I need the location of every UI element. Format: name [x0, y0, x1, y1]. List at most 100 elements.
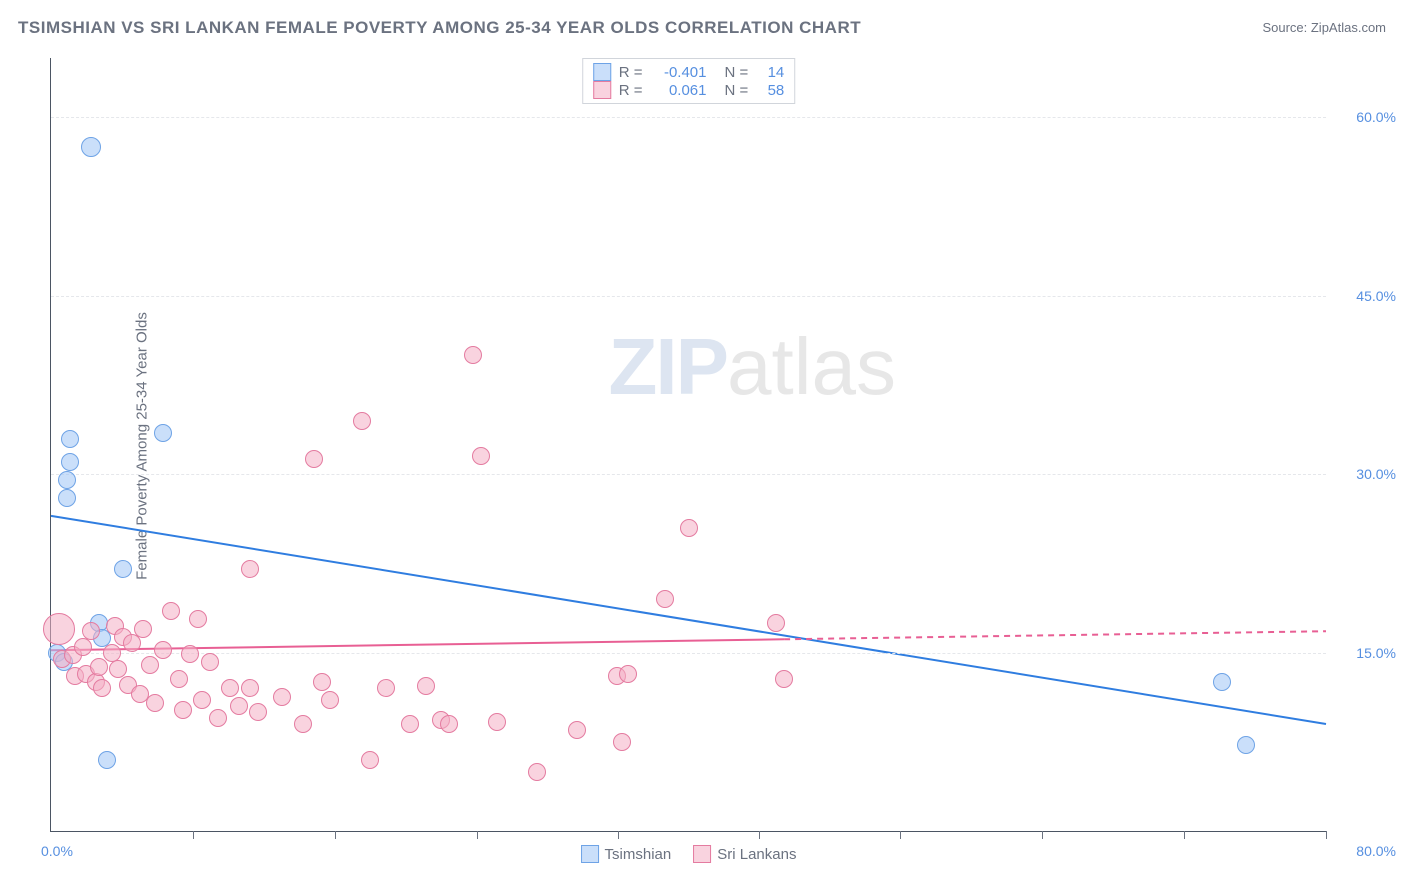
- data-point: [61, 430, 79, 448]
- legend-n-label: N =: [725, 82, 749, 99]
- data-point: [401, 715, 419, 733]
- y-tick-label: 15.0%: [1336, 645, 1396, 661]
- legend-r-label: R =: [619, 82, 643, 99]
- data-point: [170, 670, 188, 688]
- data-point: [321, 691, 339, 709]
- grid-line: [51, 296, 1326, 297]
- y-tick-label: 60.0%: [1336, 109, 1396, 125]
- data-point: [305, 450, 323, 468]
- legend-correlation: R = -0.401 N = 14R = 0.061 N = 58: [582, 58, 796, 104]
- data-point: [61, 453, 79, 471]
- data-point: [568, 721, 586, 739]
- plot-area: ZIPatlas R = -0.401 N = 14R = 0.061 N = 58 0.0…: [50, 58, 1326, 832]
- data-point: [162, 602, 180, 620]
- data-point: [81, 137, 101, 157]
- data-point: [1213, 673, 1231, 691]
- trend-lines: [51, 58, 1326, 831]
- data-point: [361, 751, 379, 769]
- legend-swatch: [693, 845, 711, 863]
- data-point: [146, 694, 164, 712]
- data-point: [294, 715, 312, 733]
- data-point: [43, 613, 75, 645]
- data-point: [221, 679, 239, 697]
- x-tick: [335, 831, 336, 839]
- data-point: [58, 471, 76, 489]
- data-point: [488, 713, 506, 731]
- data-point: [103, 644, 121, 662]
- data-point: [353, 412, 371, 430]
- watermark-part2: atlas: [727, 322, 896, 411]
- data-point: [241, 679, 259, 697]
- x-tick: [618, 831, 619, 839]
- data-point: [313, 673, 331, 691]
- legend-r-value: -0.401: [651, 64, 707, 81]
- legend-series: Tsimshian Sri Lankans: [581, 845, 797, 863]
- data-point: [230, 697, 248, 715]
- data-point: [209, 709, 227, 727]
- data-point: [98, 751, 116, 769]
- data-point: [273, 688, 291, 706]
- y-tick-label: 30.0%: [1336, 466, 1396, 482]
- grid-line: [51, 117, 1326, 118]
- chart-title: TSIMSHIAN VS SRI LANKAN FEMALE POVERTY A…: [18, 18, 861, 38]
- data-point: [440, 715, 458, 733]
- data-point: [377, 679, 395, 697]
- data-point: [134, 620, 152, 638]
- data-point: [93, 679, 111, 697]
- data-point: [114, 560, 132, 578]
- source-label: Source: ZipAtlas.com: [1262, 20, 1386, 35]
- legend-swatch: [581, 845, 599, 863]
- data-point: [58, 489, 76, 507]
- watermark-part1: ZIP: [609, 322, 727, 411]
- data-point: [528, 763, 546, 781]
- data-point: [154, 424, 172, 442]
- data-point: [193, 691, 211, 709]
- x-tick: [900, 831, 901, 839]
- data-point: [74, 638, 92, 656]
- data-point: [201, 653, 219, 671]
- legend-r-value: 0.061: [651, 82, 707, 99]
- data-point: [1237, 736, 1255, 754]
- x-tick: [1326, 831, 1327, 839]
- data-point: [174, 701, 192, 719]
- data-point: [189, 610, 207, 628]
- data-point: [619, 665, 637, 683]
- legend-series-label: Tsimshian: [605, 846, 672, 863]
- x-tick: [193, 831, 194, 839]
- data-point: [613, 733, 631, 751]
- legend-series-item: Tsimshian: [581, 845, 672, 863]
- data-point: [417, 677, 435, 695]
- x-tick: [1184, 831, 1185, 839]
- data-point: [472, 447, 490, 465]
- trend-line-dashed: [784, 631, 1326, 639]
- legend-correlation-row: R =-0.401N =14: [593, 63, 785, 81]
- legend-swatch: [593, 63, 611, 81]
- data-point: [249, 703, 267, 721]
- legend-n-value: 58: [756, 82, 784, 99]
- grid-line: [51, 653, 1326, 654]
- x-tick: [477, 831, 478, 839]
- watermark: ZIPatlas: [609, 321, 896, 413]
- legend-correlation-row: R = 0.061 N = 58: [593, 81, 785, 99]
- y-tick-label: 45.0%: [1336, 288, 1396, 304]
- data-point: [464, 346, 482, 364]
- data-point: [154, 641, 172, 659]
- data-point: [90, 658, 108, 676]
- x-axis-min-label: 0.0%: [41, 843, 73, 859]
- data-point: [181, 645, 199, 663]
- data-point: [767, 614, 785, 632]
- legend-series-item: Sri Lankans: [693, 845, 796, 863]
- data-point: [656, 590, 674, 608]
- legend-n-label: N =: [725, 64, 749, 81]
- data-point: [241, 560, 259, 578]
- data-point: [141, 656, 159, 674]
- x-tick: [759, 831, 760, 839]
- data-point: [680, 519, 698, 537]
- grid-line: [51, 474, 1326, 475]
- x-axis-max-label: 80.0%: [1356, 843, 1396, 859]
- legend-swatch: [593, 81, 611, 99]
- data-point: [82, 622, 100, 640]
- data-point: [775, 670, 793, 688]
- x-tick: [1042, 831, 1043, 839]
- legend-n-value: 14: [756, 64, 784, 81]
